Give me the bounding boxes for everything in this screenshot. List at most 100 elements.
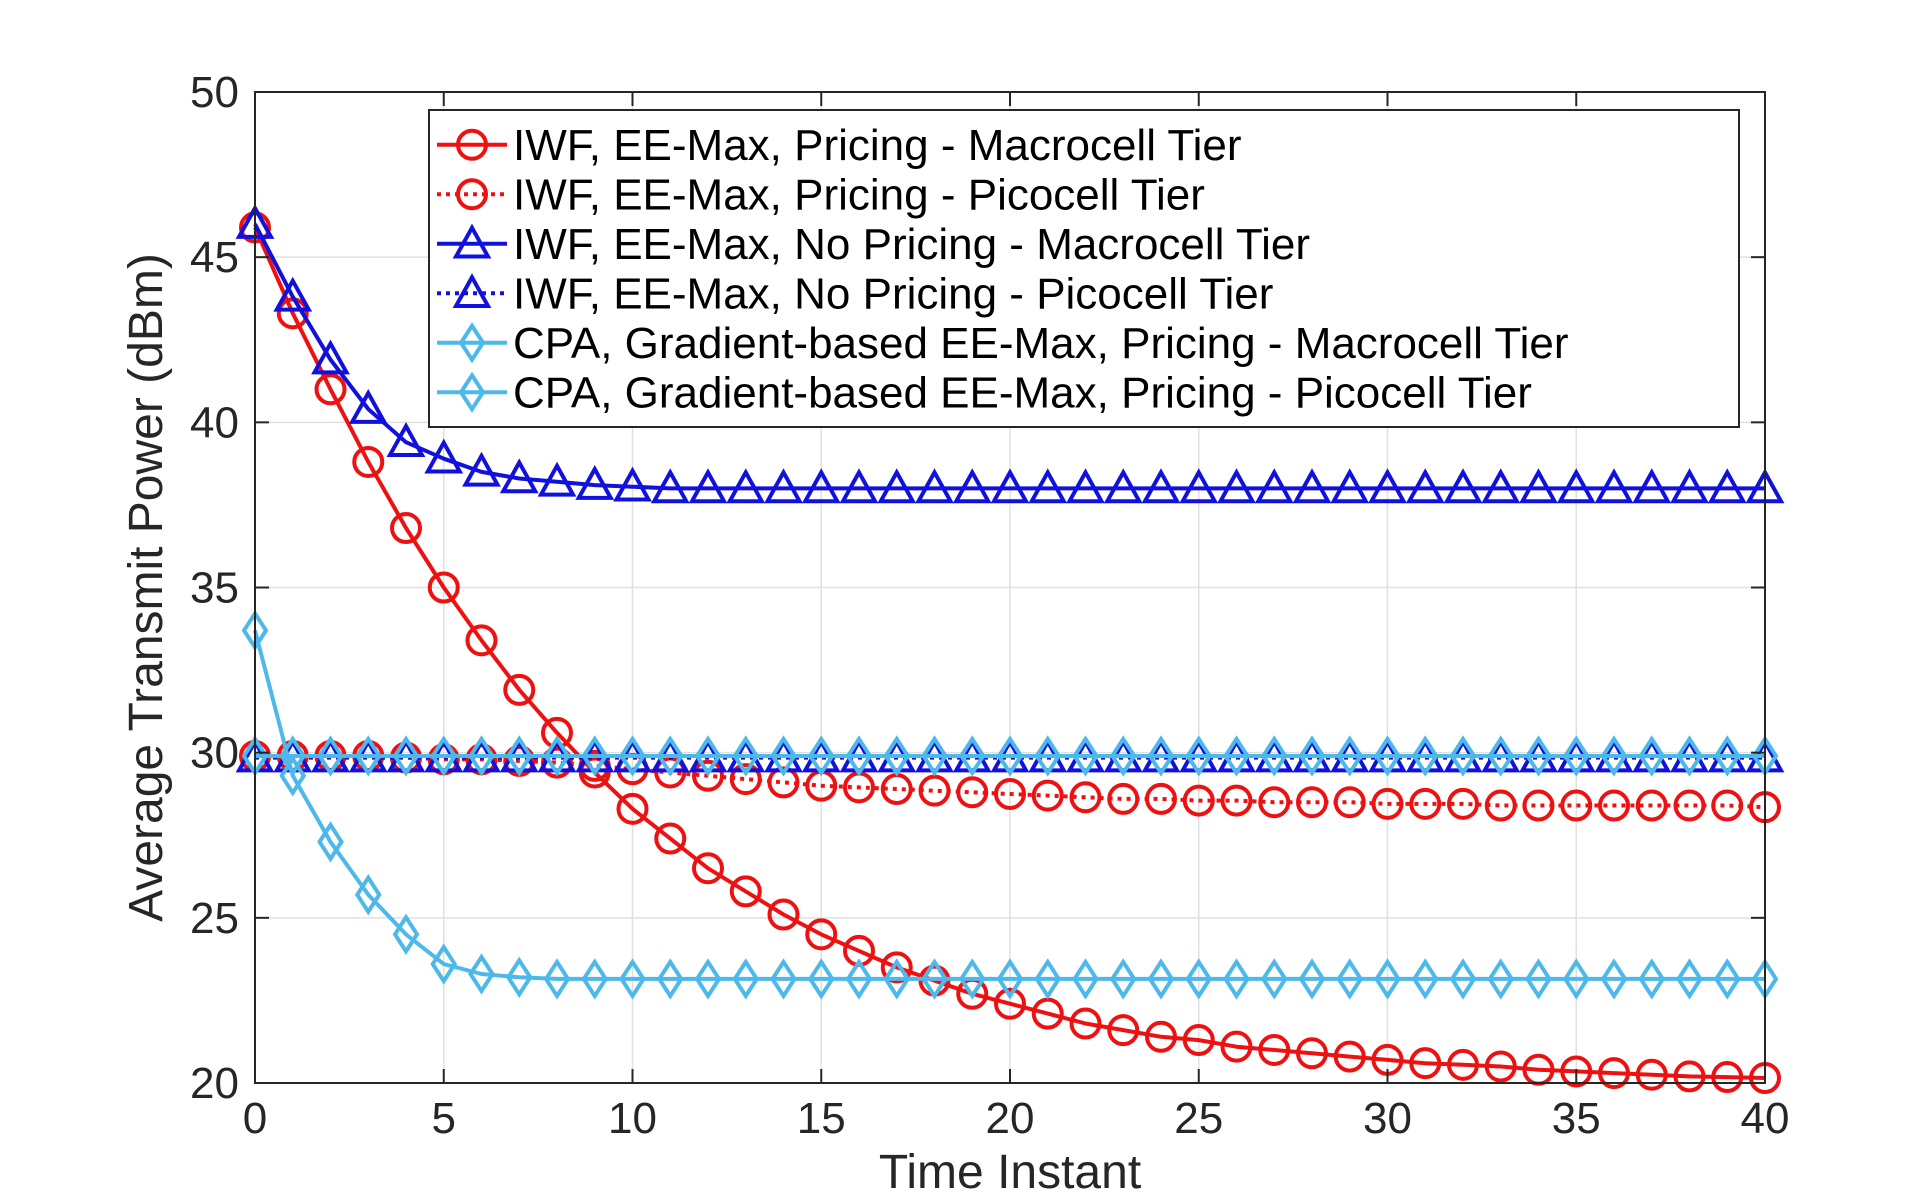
data-point — [918, 774, 951, 807]
data-point — [1519, 468, 1558, 504]
x-tick-label: 20 — [986, 1094, 1035, 1143]
data-point — [314, 373, 347, 406]
data-point — [845, 735, 873, 777]
data-point — [770, 958, 797, 1000]
data-point — [1443, 468, 1483, 504]
data-point — [1298, 735, 1326, 777]
data-point — [424, 438, 464, 474]
x-tick-label: 10 — [608, 1094, 657, 1143]
data-point — [430, 735, 458, 777]
data-point — [1182, 784, 1215, 817]
data-point — [273, 276, 313, 312]
data-point — [1673, 789, 1706, 822]
data-point — [839, 468, 879, 504]
data-point — [1713, 958, 1741, 1000]
data-point — [1409, 1047, 1442, 1080]
legend-label: CPA, Gradient-based EE-Max, Pricing - Pi… — [513, 368, 1532, 417]
x-tick-label: 0 — [243, 1094, 267, 1143]
data-point — [1368, 468, 1407, 504]
data-point — [801, 468, 841, 504]
x-tick-label: 15 — [797, 1094, 846, 1143]
data-point — [958, 958, 986, 1000]
data-point — [1562, 735, 1590, 777]
data-point — [656, 735, 684, 777]
data-point — [1556, 468, 1596, 504]
data-point — [1034, 735, 1062, 777]
data-point — [543, 735, 571, 777]
legend-marker-sample — [458, 322, 486, 364]
data-point — [1330, 468, 1370, 504]
data-point — [1103, 468, 1143, 504]
data-point — [1598, 1057, 1630, 1090]
axis-ticks: 0 5 10 15 20 25 30 35 40 20 25 30 35 40 45 50 — [190, 68, 1789, 1143]
data-point — [956, 776, 989, 809]
data-point — [1713, 735, 1741, 777]
data-point — [1109, 958, 1137, 1000]
data-point — [1141, 468, 1181, 504]
data-point — [1560, 789, 1593, 822]
data-point — [1411, 958, 1439, 1000]
data-point — [877, 468, 917, 504]
data-point — [1374, 735, 1401, 777]
data-point — [1260, 735, 1288, 777]
data-point — [1638, 735, 1666, 777]
data-point — [996, 735, 1024, 777]
data-point — [1484, 1050, 1517, 1083]
data-point — [1487, 735, 1515, 777]
data-point — [726, 468, 766, 504]
data-point — [1484, 789, 1517, 822]
data-point — [1670, 468, 1709, 504]
data-point — [1676, 735, 1703, 777]
data-point — [1069, 1007, 1102, 1040]
x-tick-label: 40 — [1741, 1094, 1790, 1143]
data-point — [386, 422, 426, 457]
legend-marker-sample — [456, 178, 488, 211]
data-point — [1447, 787, 1479, 820]
series-iwf-nopricing-macro — [235, 204, 1785, 504]
data-point — [1220, 784, 1253, 817]
data-point — [543, 958, 571, 1000]
y-tick-label: 50 — [190, 68, 239, 117]
data-point — [505, 956, 533, 998]
data-point — [996, 958, 1024, 1000]
data-point — [352, 445, 385, 478]
legend: IWF, EE-Max, Pricing - Macrocell TierIWF… — [428, 109, 1740, 428]
data-point — [392, 735, 420, 777]
legend-marker-sample — [456, 128, 488, 161]
data-point — [880, 951, 913, 984]
data-point — [465, 624, 498, 657]
legend-item: CPA, Gradient-based EE-Max, Pricing - Pi… — [437, 368, 1532, 417]
data-point — [694, 735, 722, 777]
data-point — [468, 735, 495, 777]
data-point — [1031, 779, 1064, 812]
data-point — [505, 735, 533, 777]
data-point — [1447, 1048, 1479, 1081]
data-point — [994, 777, 1026, 810]
data-point — [990, 468, 1030, 504]
data-point — [1711, 1061, 1744, 1094]
data-point — [1562, 958, 1590, 1000]
data-point — [1296, 1037, 1328, 1070]
data-point — [1632, 468, 1672, 504]
data-point — [1072, 958, 1099, 1000]
data-point — [317, 735, 344, 777]
data-point — [1145, 1020, 1177, 1053]
y-tick-label: 45 — [190, 233, 239, 282]
data-point — [581, 958, 609, 1000]
data-point — [616, 792, 649, 825]
y-tick-label: 35 — [190, 564, 239, 613]
data-point — [1336, 735, 1364, 777]
y-tick-label: 20 — [190, 1059, 239, 1108]
data-point — [732, 958, 760, 1000]
y-tick-label: 40 — [190, 398, 239, 447]
data-point — [883, 958, 911, 1000]
legend-label: IWF, EE-Max, Pricing - Macrocell Tier — [513, 121, 1242, 170]
data-point — [1409, 787, 1442, 820]
data-point — [732, 735, 760, 777]
data-point — [1594, 468, 1634, 504]
data-point — [1481, 468, 1521, 504]
data-point — [883, 735, 911, 777]
data-point — [952, 468, 992, 504]
data-point — [1449, 735, 1477, 777]
